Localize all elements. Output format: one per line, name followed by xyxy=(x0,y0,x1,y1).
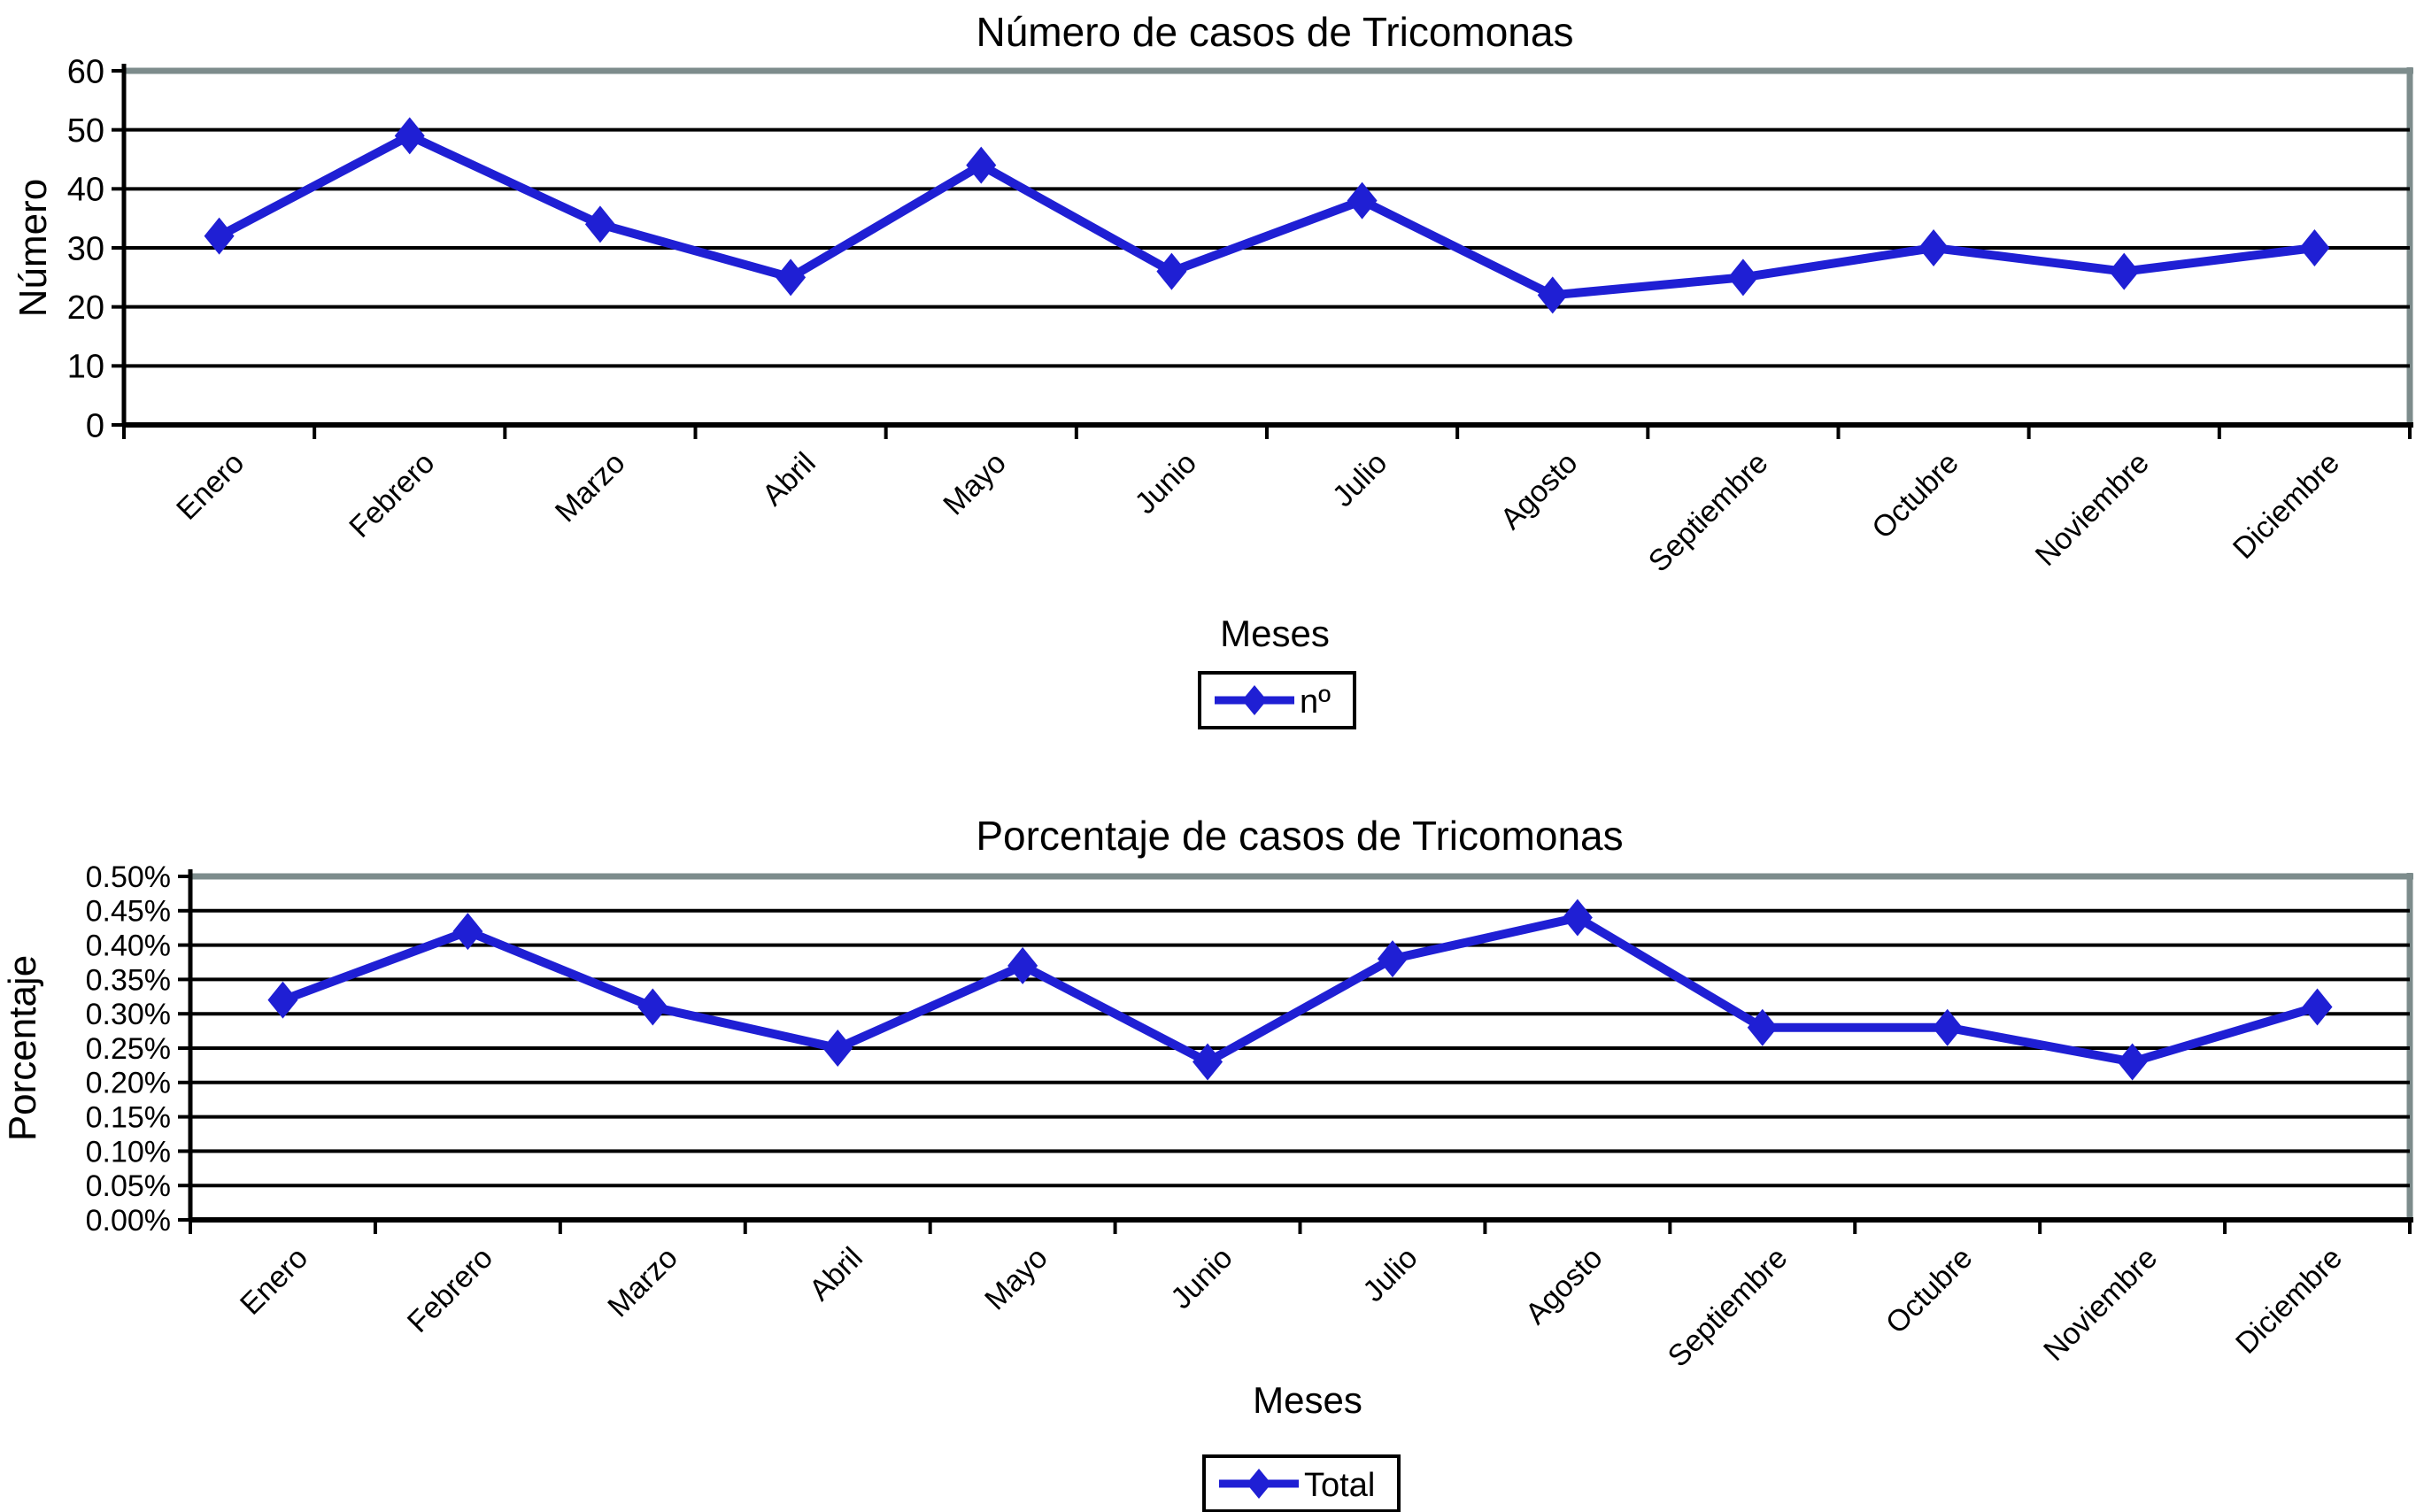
y-tick-label: 0 xyxy=(86,407,104,444)
chart-numero-casos: Número de casos de Tricomonas 0 10 20 30 40 50… xyxy=(12,9,2413,729)
x-category-label-mayo: Mayo xyxy=(937,446,1013,522)
data-point-octubre xyxy=(1918,229,1949,266)
x-category-label-octubre: Octubre xyxy=(1865,446,1964,545)
data-point-mayo xyxy=(966,146,997,184)
x-tick-group xyxy=(122,425,2412,439)
y-tick-label: 0.05% xyxy=(86,1169,171,1203)
legend: Total xyxy=(1202,1454,1401,1512)
x-category-label-julio: Julio xyxy=(1356,1241,1424,1308)
x-category-label-julio: Julio xyxy=(1326,446,1393,513)
chart-title: Porcentaje de casos de Tricomonas xyxy=(976,813,1623,859)
gridlines xyxy=(124,127,2410,368)
x-tick-group xyxy=(189,1220,2412,1234)
y-tick-label: 0.40% xyxy=(86,930,171,963)
x-category-label-diciembre: Diciembre xyxy=(2227,446,2346,566)
y-tick-label: 0.25% xyxy=(86,1032,171,1066)
y-tick-label: 0.15% xyxy=(86,1101,171,1135)
data-point-junio xyxy=(1156,252,1187,290)
y-tick-label: 40 xyxy=(67,172,104,209)
data-point-agosto xyxy=(1537,276,1568,314)
data-point-noviembre xyxy=(2109,252,2140,290)
data-point-agosto xyxy=(1562,899,1593,937)
x-category-label-agosto: Agosto xyxy=(1519,1241,1609,1331)
x-category-label-enero: Enero xyxy=(234,1241,314,1322)
data-point-febrero xyxy=(452,913,483,951)
data-point-abril xyxy=(776,258,807,297)
legend-label: Total xyxy=(1304,1467,1375,1504)
x-category-label-abril: Abril xyxy=(756,446,822,513)
data-point-diciembre xyxy=(2302,988,2333,1026)
data-point-noviembre xyxy=(2117,1043,2148,1081)
legend-marker-icon xyxy=(1247,1469,1271,1499)
data-point-diciembre xyxy=(2299,229,2330,266)
y-tick-label: 10 xyxy=(67,349,104,386)
x-category-label-marzo: Marzo xyxy=(601,1241,684,1324)
data-point-enero xyxy=(204,217,235,255)
y-tick-label: 0.30% xyxy=(86,998,171,1031)
y-tick-label: 20 xyxy=(67,289,104,327)
data-point-marzo xyxy=(584,205,615,243)
data-point-abril xyxy=(822,1030,853,1067)
x-category-label-mayo: Mayo xyxy=(978,1241,1054,1317)
legend-label: nº xyxy=(1300,683,1331,721)
x-category-label-abril: Abril xyxy=(803,1241,869,1308)
chart-porcentaje-casos: Porcentaje de casos de Tricomonas0.00%0.… xyxy=(1,813,2413,1512)
series-line xyxy=(278,913,2322,1067)
x-axis-title: Meses xyxy=(1220,613,1330,654)
y-tick-group: 0.00%0.05%0.10%0.15%0.20%0.25%0.30%0.35%… xyxy=(86,860,190,1238)
series-markers xyxy=(204,117,2330,314)
y-tick-label: 0.35% xyxy=(86,963,171,997)
y-tick-label: 0.00% xyxy=(86,1204,171,1238)
x-category-label-noviembre: Noviembre xyxy=(2037,1241,2164,1368)
y-axis-title: Porcentaje xyxy=(1,955,44,1141)
x-category-label-junio: Junio xyxy=(1129,446,1203,521)
x-category-label-marzo: Marzo xyxy=(549,446,632,529)
x-category-labels: Enero Febrero Marzo Abril Mayo Junio Julio Agos… xyxy=(234,1241,2349,1374)
x-category-label-febrero: Febrero xyxy=(343,446,441,544)
chart-title: Número de casos de Tricomonas xyxy=(976,9,1574,55)
y-axis-title: Número xyxy=(12,179,55,318)
y-tick-label: 0.45% xyxy=(86,895,171,929)
data-point-septiembre xyxy=(1747,1008,1778,1046)
data-point-marzo xyxy=(637,988,668,1026)
data-point-mayo xyxy=(1007,946,1038,984)
x-category-label-febrero: Febrero xyxy=(401,1241,499,1339)
y-tick-label: 30 xyxy=(67,230,104,267)
y-tick-label: 0.20% xyxy=(86,1067,171,1100)
x-category-label-noviembre: Noviembre xyxy=(2029,446,2156,573)
x-category-label-junio: Junio xyxy=(1164,1241,1239,1315)
x-category-label-enero: Enero xyxy=(170,446,251,527)
x-category-label-agosto: Agosto xyxy=(1494,446,1585,536)
x-category-label-octubre: Octubre xyxy=(1880,1241,1979,1340)
series-markers xyxy=(267,899,2333,1081)
data-point-febrero xyxy=(394,117,425,155)
series-line xyxy=(214,131,2320,300)
y-tick-label: 0.50% xyxy=(86,860,171,894)
x-category-label-septiembre: Septiembre xyxy=(1642,446,1775,579)
data-point-junio xyxy=(1193,1043,1223,1081)
data-point-octubre xyxy=(1932,1008,1963,1046)
x-category-labels: Enero Febrero Marzo Abril Mayo Junio Julio Agos… xyxy=(170,446,2346,579)
legend-marker-icon xyxy=(1242,685,1267,715)
data-point-julio xyxy=(1347,181,1378,220)
x-axis-title: Meses xyxy=(1253,1379,1362,1421)
data-point-julio xyxy=(1377,940,1408,978)
data-point-enero xyxy=(267,981,298,1019)
y-tick-label: 50 xyxy=(67,112,104,150)
y-tick-group: 0 10 20 30 40 50 60 xyxy=(67,53,124,444)
y-tick-label: 60 xyxy=(67,53,104,90)
legend: nº xyxy=(1198,671,1356,729)
data-point-septiembre xyxy=(1727,258,1758,297)
y-tick-label: 0.10% xyxy=(86,1135,171,1169)
x-category-label-septiembre: Septiembre xyxy=(1662,1241,1795,1374)
x-category-label-diciembre: Diciembre xyxy=(2229,1241,2349,1361)
